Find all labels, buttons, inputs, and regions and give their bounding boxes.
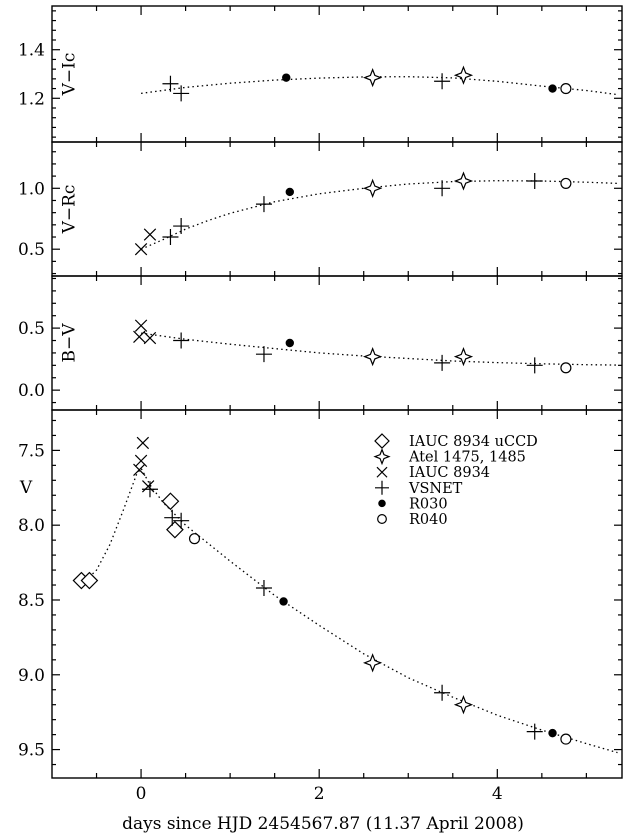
panel-frame	[51, 141, 623, 277]
data-point-open-circle	[188, 533, 201, 545]
y-tick-label: 1.4	[18, 41, 45, 61]
y-tick-label: 8.0	[18, 516, 45, 536]
data-point-cross	[134, 243, 148, 256]
fit-curve	[85, 467, 618, 754]
y-axis-label: B−V	[60, 323, 80, 363]
data-point-star4	[453, 695, 474, 715]
data-point-plus	[173, 332, 190, 349]
legend-label: Atel 1475, 1485	[408, 450, 526, 466]
legend-marker-open-circle	[377, 514, 387, 524]
data-point-filled-circle	[285, 338, 294, 348]
data-point-cross	[142, 480, 155, 493]
data-point-open-circle	[560, 733, 572, 745]
y-axis-label: V−Rc	[60, 185, 80, 235]
data-point-open-circle	[560, 177, 572, 189]
x-tick-label: 2	[314, 784, 325, 804]
data-point-star4	[453, 65, 474, 85]
legend-marker-diamond	[374, 433, 390, 449]
data-point-plus	[162, 229, 179, 246]
panel-frame	[51, 409, 623, 779]
data-point-filled-circle	[282, 73, 291, 82]
data-point-cross	[134, 454, 148, 468]
x-axis-label: days since HJD 2454567.87 (11.37 April 2…	[122, 814, 524, 834]
legend-label: VSNET	[408, 481, 463, 497]
legend-label: R040	[409, 512, 448, 528]
y-tick-label: 0.5	[18, 240, 45, 260]
legend-label: R030	[409, 496, 448, 512]
data-point-star4	[362, 346, 383, 367]
y-tick-label: 9.0	[18, 666, 45, 686]
data-point-plus	[434, 354, 451, 371]
data-point-cross	[143, 331, 157, 345]
legend-marker-filled-circle	[378, 499, 386, 508]
y-axis-label: V−Ic	[60, 53, 80, 97]
legend-label: IAUC 8934 uCCD	[409, 434, 538, 450]
data-point-cross	[136, 436, 150, 450]
panel-frame	[51, 5, 623, 143]
data-point-filled-circle	[279, 597, 288, 606]
data-point-filled-circle	[548, 728, 557, 738]
data-point-plus	[255, 196, 272, 213]
data-point-plus	[162, 75, 179, 92]
data-point-plus	[173, 85, 190, 102]
data-point-plus	[141, 481, 158, 498]
panel-b-v: 0.0 0.5 B−V	[18, 275, 623, 411]
panel-v-ic: 1.2 1.4 V−Ic	[18, 5, 623, 143]
data-point-plus	[434, 684, 451, 701]
data-point-plus	[526, 723, 543, 740]
data-point-plus	[526, 357, 543, 374]
data-point-star4	[453, 346, 474, 367]
data-point-star4	[453, 171, 474, 191]
y-axis-label: V	[19, 478, 33, 498]
data-point-open-circle	[560, 83, 572, 95]
data-point-filled-circle	[548, 84, 557, 93]
data-point-star4	[362, 178, 383, 198]
y-tick-label: 1.2	[18, 89, 45, 109]
fit-curve	[141, 76, 618, 96]
data-point-cross	[143, 228, 157, 241]
y-tick-label: 7.5	[18, 441, 45, 461]
x-tick-label: 0	[136, 784, 147, 804]
data-point-open-circle	[560, 362, 572, 374]
data-point-diamond	[80, 571, 99, 590]
data-point-star4	[362, 67, 383, 88]
data-point-cross	[133, 330, 146, 343]
x-tick-label: 4	[492, 784, 503, 804]
legend-marker-star4	[373, 447, 391, 466]
data-point-plus	[255, 580, 272, 597]
data-point-plus	[526, 172, 543, 189]
y-tick-label: 0.0	[18, 381, 45, 401]
fit-curve	[141, 332, 618, 366]
data-point-plus	[173, 218, 190, 235]
legend-label: IAUC 8934	[409, 465, 490, 481]
legend-marker-plus	[375, 480, 389, 495]
data-point-diamond	[166, 520, 184, 539]
y-tick-label: 1.0	[18, 179, 45, 199]
data-point-filled-circle	[285, 187, 294, 197]
y-tick-label: 0.5	[18, 319, 45, 339]
data-point-plus	[434, 180, 451, 197]
fit-curve	[140, 180, 618, 250]
data-point-plus	[164, 509, 181, 526]
legend-marker-cross	[376, 466, 388, 478]
y-tick-label: 9.5	[18, 741, 45, 761]
data-point-cross	[134, 319, 148, 332]
data-point-star4	[362, 653, 383, 673]
data-point-cross	[133, 463, 146, 477]
data-point-diamond	[161, 492, 180, 511]
data-point-plus	[255, 346, 272, 363]
data-point-plus	[434, 73, 451, 90]
data-point-plus	[173, 512, 190, 529]
panel-v-rc: 0.5 1.0 V−Rc	[18, 141, 623, 277]
y-tick-label: 8.5	[18, 591, 45, 611]
panel-frame	[51, 275, 623, 411]
